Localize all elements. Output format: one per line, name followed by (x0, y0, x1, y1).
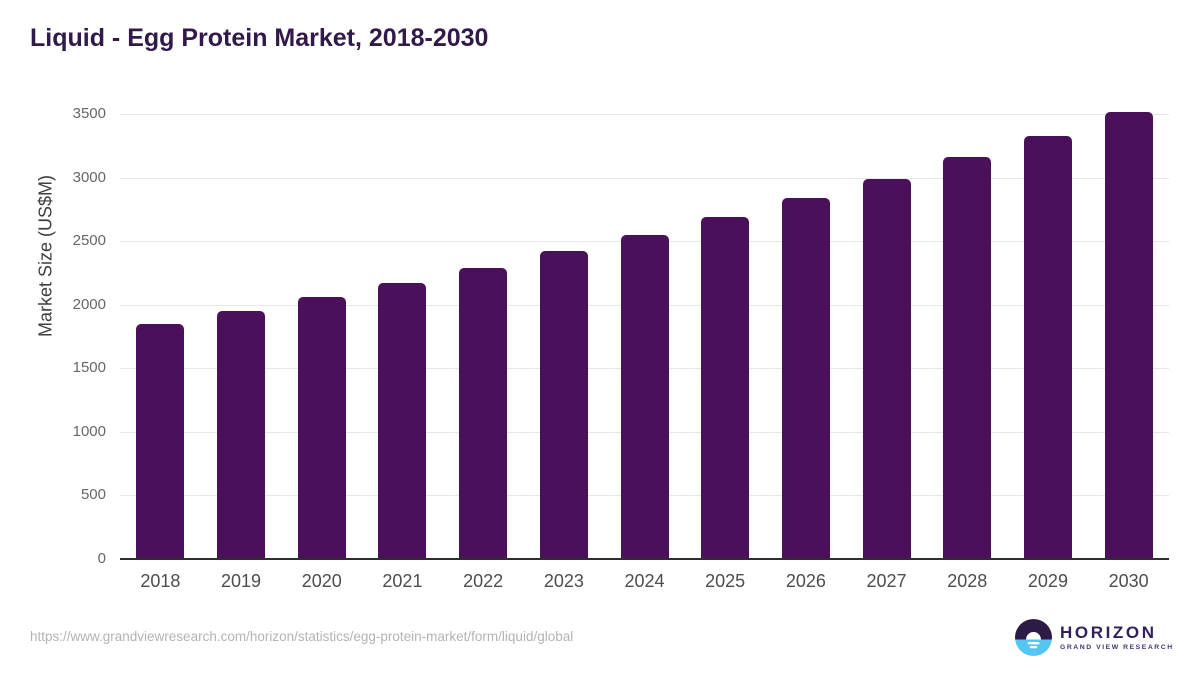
y-tick-label: 1000 (72, 422, 106, 440)
logo-subtitle: GRAND VIEW RESEARCH (1060, 643, 1174, 651)
y-tick-label: 2500 (72, 232, 106, 250)
bar-2021 (378, 283, 427, 559)
bar-2020 (297, 297, 346, 559)
bar-2027 (862, 178, 911, 559)
x-tick-label-2021: 2021 (382, 571, 423, 591)
horizon-logo: HORIZON GRAND VIEW RESEARCH (1015, 619, 1174, 656)
gridline-3000 (120, 177, 1169, 179)
bar-2028 (943, 157, 992, 559)
gridline-3500 (120, 114, 1169, 115)
y-tick-label: 0 (97, 550, 106, 567)
logo-text: HORIZON GRAND VIEW RESEARCH (1060, 624, 1174, 652)
x-tick-label-2024: 2024 (624, 571, 665, 591)
bar-2025 (701, 217, 750, 559)
y-tick-label: 3000 (72, 168, 106, 186)
y-tick-label: 2000 (72, 295, 106, 313)
x-tick-label-2030: 2030 (1108, 571, 1149, 591)
bar-2022 (459, 267, 508, 559)
x-axis-line (120, 558, 1169, 560)
source-url: https://www.grandviewresearch.com/horizo… (30, 629, 574, 644)
x-tick-label-2019: 2019 (221, 571, 262, 591)
bar-2030 (1104, 111, 1153, 559)
logo-name: HORIZON (1060, 622, 1157, 642)
bar-2023 (539, 251, 588, 559)
x-tick-label-2027: 2027 (866, 571, 907, 591)
y-tick-label: 500 (80, 486, 106, 504)
chart-title: Liquid - Egg Protein Market, 2018-2030 (30, 24, 489, 52)
horizon-sun-icon (1015, 619, 1052, 656)
x-tick-label-2026: 2026 (785, 571, 826, 591)
x-tick-label-2022: 2022 (463, 571, 504, 591)
bar-2018 (136, 323, 185, 559)
x-tick-label-2020: 2020 (301, 571, 342, 591)
y-tick-label: 1500 (72, 359, 106, 377)
bar-2029 (1024, 135, 1072, 559)
y-tick-label: 3500 (72, 105, 106, 122)
x-tick-label-2023: 2023 (543, 571, 584, 591)
x-tick-label-2028: 2028 (947, 571, 988, 591)
bar-2024 (620, 234, 669, 559)
x-tick-label-2029: 2029 (1027, 571, 1068, 591)
x-tick-label-2025: 2025 (705, 571, 746, 591)
bar-2026 (781, 197, 830, 559)
x-tick-label-2018: 2018 (140, 571, 181, 591)
bar-2019 (217, 311, 265, 559)
